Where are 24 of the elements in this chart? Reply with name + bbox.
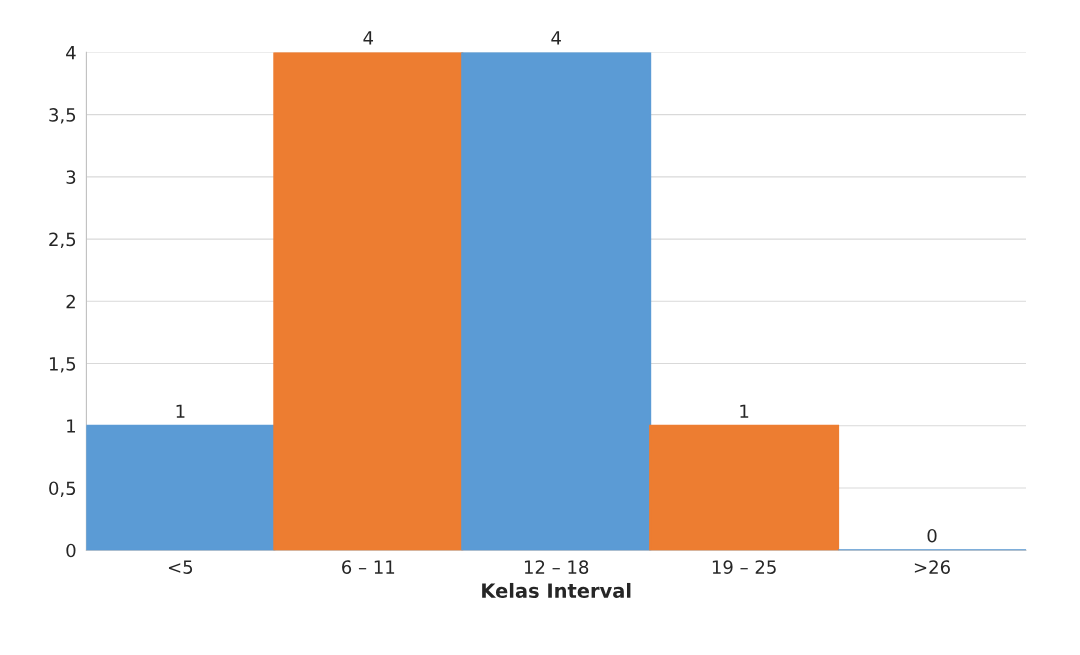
x-tick-label: 12 – 18 xyxy=(524,560,589,574)
bar xyxy=(273,52,464,551)
y-tick-label: 0 xyxy=(66,543,76,558)
x-tick-label: <5 xyxy=(168,560,193,574)
y-tick-label: 1 xyxy=(67,419,76,433)
y-tick-label: 2 xyxy=(66,294,75,309)
data-label: 1 xyxy=(740,404,749,418)
x-tick-label: 6 – 11 xyxy=(342,560,395,574)
bar xyxy=(86,424,276,551)
y-tick-label: 3,5 xyxy=(49,108,76,124)
data-label: 4 xyxy=(551,31,561,45)
y-tick-label: 2,5 xyxy=(49,232,76,249)
x-tick-label: >26 xyxy=(914,560,950,574)
y-tick-label: 4 xyxy=(66,46,76,60)
y-tick-label: 1,5 xyxy=(49,357,76,373)
y-tick-label: 0,5 xyxy=(49,481,76,497)
bar xyxy=(649,424,840,551)
data-label: 0 xyxy=(927,528,937,543)
x-axis-title: Kelas Interval xyxy=(482,582,631,598)
data-label: 4 xyxy=(363,31,374,45)
y-tick-label: 3 xyxy=(66,170,76,184)
bar xyxy=(461,52,652,551)
x-tick-label: 19 – 25 xyxy=(712,560,776,574)
data-label: 1 xyxy=(176,404,185,418)
